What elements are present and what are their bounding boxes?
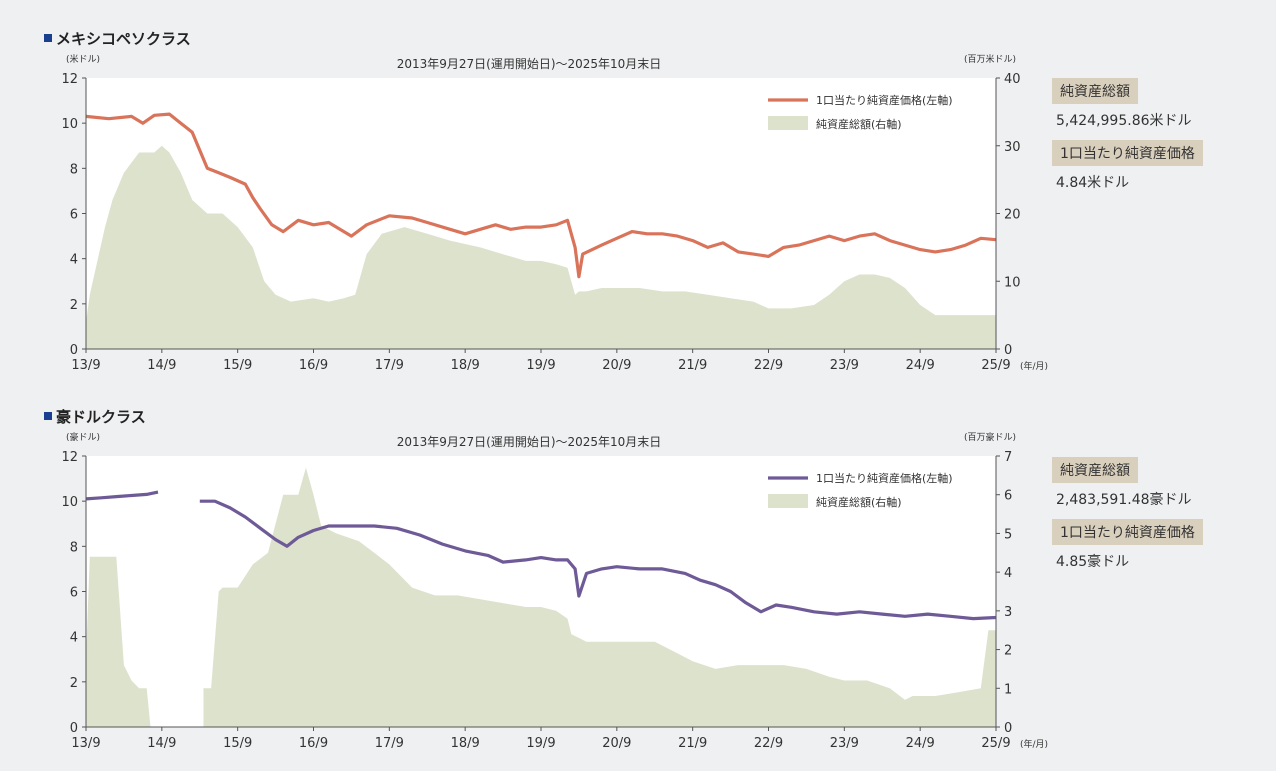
aud-nav-total-area-1	[203, 467, 996, 727]
mxn-right-tick-label: 20	[1004, 208, 1021, 223]
mxn-x-tick-label: 20/9	[602, 358, 631, 373]
aud-total-label: 純資産総額	[1052, 457, 1138, 483]
mxn-period: 2013年9月27日(運用開始日)～2025年10月末日	[397, 57, 662, 71]
mxn-x-tick-label: 21/9	[678, 358, 707, 373]
section-title-aud: 豪ドルクラス	[44, 406, 146, 427]
mxn-right-tick-label: 0	[1004, 343, 1012, 358]
mxn-right-tick-label: 10	[1004, 275, 1021, 290]
mxn-x-tick-label: 22/9	[754, 358, 783, 373]
aud-x-unit: (年/月)	[1020, 738, 1048, 750]
section-title-mxn: メキシコペソクラス	[44, 28, 191, 49]
aud-right-tick-label: 1	[1004, 682, 1012, 697]
aud-total-value: 2,483,591.48豪ドル	[1056, 492, 1192, 508]
aud-x-tick-label: 23/9	[830, 736, 859, 751]
aud-legend-area-swatch	[768, 494, 808, 508]
aud-x-tick-label: 14/9	[147, 736, 176, 751]
aud-x-tick-label: 24/9	[906, 736, 935, 751]
mxn-x-tick-label: 14/9	[147, 358, 176, 373]
aud-left-tick-label: 8	[70, 540, 78, 555]
square-bullet-icon	[44, 34, 52, 42]
aud-right-unit: (百万豪ドル)	[964, 431, 1016, 443]
aud-left-tick-label: 0	[70, 721, 78, 736]
mxn-x-tick-label: 24/9	[906, 358, 935, 373]
mxn-legend-area-swatch	[768, 116, 808, 130]
aud-left-tick-label: 2	[70, 676, 78, 691]
mxn-right-unit: (百万米ドル)	[964, 53, 1016, 65]
mxn-left-tick-label: 6	[70, 208, 78, 223]
mxn-nav-label: 1口当たり純資産価格	[1052, 140, 1203, 166]
aud-left-tick-label: 4	[70, 631, 78, 646]
aud-right-tick-label: 4	[1004, 566, 1012, 581]
mxn-left-unit: (米ドル)	[66, 53, 100, 65]
aud-x-tick-label: 16/9	[299, 736, 328, 751]
aud-right-tick-label: 0	[1004, 721, 1012, 736]
mxn-left-tick-label: 12	[61, 72, 78, 87]
mxn-x-tick-label: 23/9	[830, 358, 859, 373]
aud-nav-value: 4.85豪ドル	[1056, 554, 1130, 570]
aud-right-tick-label: 6	[1004, 489, 1012, 504]
mxn-left-tick-label: 2	[70, 298, 78, 313]
mxn-total-value: 5,424,995.86米ドル	[1056, 113, 1192, 129]
mxn-left-tick-label: 8	[70, 162, 78, 177]
aud-nav-price-line-0	[85, 490, 159, 501]
aud-legend-area-label: 純資産総額(右軸)	[816, 495, 902, 509]
mxn-x-unit: (年/月)	[1020, 360, 1048, 372]
aud-x-tick-label: 25/9	[981, 736, 1010, 751]
mxn-legend-area-label: 純資産総額(右軸)	[816, 117, 902, 131]
mxn-x-tick-label: 19/9	[526, 358, 555, 373]
mxn-x-tick-label: 18/9	[451, 358, 480, 373]
mxn-nav-price-line-0	[85, 112, 997, 279]
aud-left-tick-label: 12	[61, 450, 78, 465]
aud-x-tick-label: 13/9	[71, 736, 100, 751]
mxn-legend-line-label: 1口当たり純資産価格(左軸)	[816, 93, 953, 107]
aud-legend-line-label: 1口当たり純資産価格(左軸)	[816, 471, 953, 485]
aud-left-tick-label: 10	[61, 495, 78, 510]
mxn-nav-value: 4.84米ドル	[1056, 175, 1130, 191]
mxn-nav-total-area-0	[86, 145, 996, 349]
mxn-x-tick-label: 16/9	[299, 358, 328, 373]
aud-right-tick-label: 5	[1004, 527, 1012, 542]
mxn-x-tick-label: 15/9	[223, 358, 252, 373]
mxn-left-tick-label: 10	[61, 117, 78, 132]
aud-right-tick-label: 7	[1004, 450, 1012, 465]
aud-x-tick-label: 17/9	[375, 736, 404, 751]
aud-x-tick-label: 18/9	[451, 736, 480, 751]
aud-x-tick-label: 15/9	[223, 736, 252, 751]
square-bullet-icon	[44, 412, 52, 420]
aud-x-tick-label: 22/9	[754, 736, 783, 751]
mxn-x-tick-label: 25/9	[981, 358, 1010, 373]
aud-right-tick-label: 3	[1004, 605, 1012, 620]
aud-x-tick-label: 21/9	[678, 736, 707, 751]
mxn-left-tick-label: 0	[70, 343, 78, 358]
aud-nav-label: 1口当たり純資産価格	[1052, 519, 1203, 545]
mxn-right-tick-label: 40	[1004, 72, 1021, 87]
aud-x-tick-label: 20/9	[602, 736, 631, 751]
mxn-x-tick-label: 13/9	[71, 358, 100, 373]
aud-period: 2013年9月27日(運用開始日)～2025年10月末日	[397, 435, 662, 449]
mxn-total-label: 純資産総額	[1052, 78, 1138, 104]
aud-right-tick-label: 2	[1004, 644, 1012, 659]
aud-left-tick-label: 6	[70, 586, 78, 601]
aud-x-tick-label: 19/9	[526, 736, 555, 751]
mxn-x-tick-label: 17/9	[375, 358, 404, 373]
mxn-right-tick-label: 30	[1004, 140, 1021, 155]
aud-summary: 純資産総額 2,483,591.48豪ドル 1口当たり純資産価格 4.85豪ドル	[1052, 457, 1252, 581]
aud-nav-total-area-0	[86, 556, 151, 727]
aud-left-unit: (豪ドル)	[66, 431, 100, 443]
aud-nav-price-line-1	[199, 499, 997, 621]
mxn-summary: 純資産総額 5,424,995.86米ドル 1口当たり純資産価格 4.84米ドル	[1052, 78, 1252, 202]
mxn-left-tick-label: 4	[70, 253, 78, 268]
